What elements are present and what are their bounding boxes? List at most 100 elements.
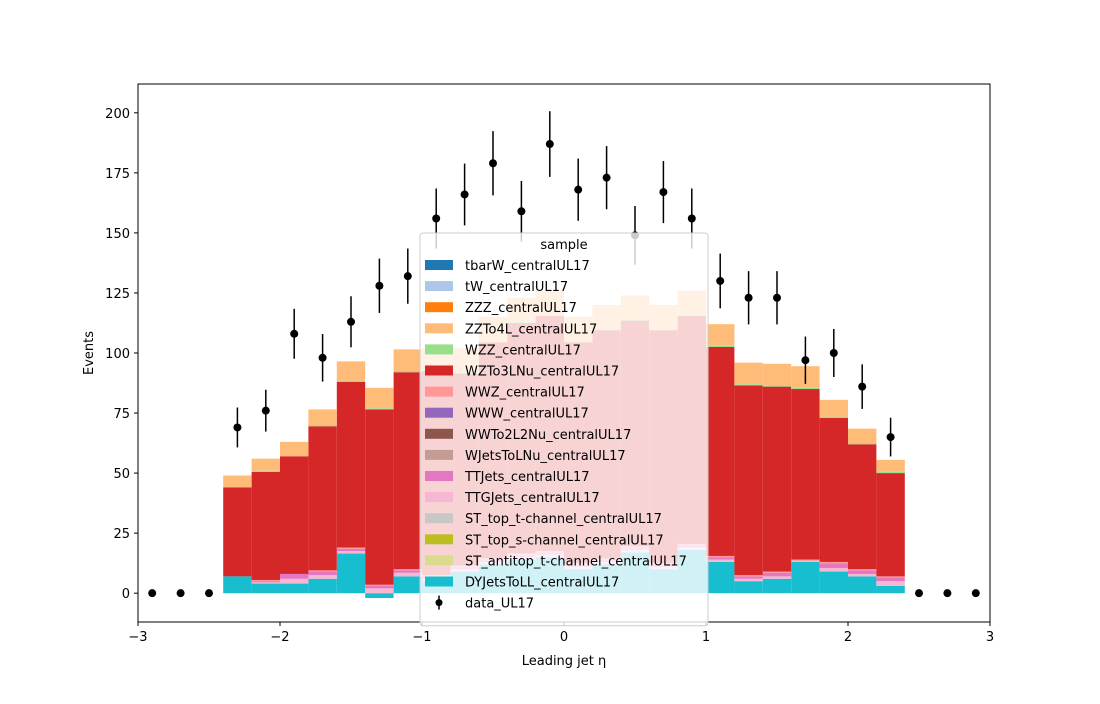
bar-1-3 bbox=[308, 575, 337, 579]
x-tick-label-6: 3 bbox=[986, 630, 994, 645]
legend-swatch-15 bbox=[425, 576, 453, 587]
data-point-2 bbox=[205, 589, 213, 598]
legend-label-6: WWZ_centralUL17 bbox=[465, 386, 585, 401]
bar-2-6 bbox=[393, 570, 422, 573]
data-point-24 bbox=[829, 349, 838, 357]
data-point-21 bbox=[744, 293, 753, 302]
bar-5-1 bbox=[251, 470, 280, 472]
bar-0-21 bbox=[819, 571, 848, 594]
legend-title: sample bbox=[540, 238, 587, 253]
x-axis-label: Leading jet η bbox=[522, 654, 607, 669]
data-point-29 bbox=[971, 589, 980, 598]
bar-6-3 bbox=[308, 409, 337, 426]
bar-3-23 bbox=[876, 576, 905, 578]
bar-2-18 bbox=[734, 576, 763, 579]
data-point-9 bbox=[403, 272, 412, 281]
y-tick-label-2: 50 bbox=[113, 467, 130, 482]
bar-6-18 bbox=[734, 362, 763, 385]
bar-1-22 bbox=[848, 573, 877, 577]
bar-4-4 bbox=[336, 381, 366, 548]
legend-frame bbox=[419, 232, 709, 627]
bar-3-18 bbox=[734, 575, 763, 577]
bar-2-1 bbox=[251, 581, 280, 583]
bar-6-19 bbox=[762, 363, 792, 386]
bar-5-19 bbox=[762, 385, 792, 387]
bar-5-17 bbox=[706, 345, 735, 347]
data-point-18 bbox=[659, 188, 668, 197]
bar-0-17 bbox=[706, 561, 735, 594]
bar-4-22 bbox=[848, 444, 877, 570]
legend-swatch-1 bbox=[425, 281, 453, 292]
bar-4-0 bbox=[223, 487, 252, 577]
data-point-15 bbox=[574, 185, 583, 194]
legend-swatch-14 bbox=[425, 555, 453, 566]
x-tick-label-3: 0 bbox=[560, 630, 568, 645]
legend-swatch-9 bbox=[425, 449, 453, 460]
legend-label-7: WWW_centralUL17 bbox=[465, 407, 589, 422]
bar-6-23 bbox=[876, 459, 905, 472]
legend-label-16: data_UL17 bbox=[465, 597, 534, 612]
bar-5-4 bbox=[336, 380, 366, 382]
bar-0-20 bbox=[791, 561, 820, 594]
legend-swatch-12 bbox=[425, 513, 453, 524]
bar-4-18 bbox=[734, 385, 763, 576]
bar-4-1 bbox=[251, 471, 280, 580]
bar-4-23 bbox=[876, 473, 905, 577]
data-point-28 bbox=[943, 589, 952, 598]
legend-swatch-0 bbox=[425, 260, 453, 270]
bar-1-23 bbox=[876, 581, 905, 586]
bar-5-20 bbox=[791, 387, 820, 390]
data-point-13 bbox=[517, 207, 526, 216]
legend-label-5: WZTo3LNu_centralUL17 bbox=[465, 365, 619, 380]
x-tick-label-2: −1 bbox=[412, 630, 431, 645]
data-point-14 bbox=[545, 140, 554, 149]
bar-5-22 bbox=[848, 443, 877, 445]
bar-2-21 bbox=[819, 563, 848, 568]
data-point-23 bbox=[801, 356, 810, 365]
data-point-5 bbox=[290, 329, 299, 338]
bar-3-17 bbox=[706, 555, 735, 558]
bar-5-3 bbox=[308, 425, 337, 427]
bar-0-2 bbox=[280, 583, 309, 594]
y-tick-label-1: 25 bbox=[113, 527, 130, 542]
bar-0-18 bbox=[734, 581, 763, 594]
bar-0-19 bbox=[762, 578, 792, 594]
bar-1-1 bbox=[251, 582, 280, 584]
bar-5-21 bbox=[819, 416, 848, 418]
data-point-6 bbox=[318, 353, 327, 362]
axes: −3 −2 −1 0 1 2 3 0 25 50 75 100 125 150 175 200 bbox=[105, 83, 994, 645]
bar-0-3 bbox=[308, 578, 337, 594]
legend-label-9: WJetsToLNu_centralUL17 bbox=[465, 449, 626, 464]
bar-4-5 bbox=[365, 409, 394, 585]
x-tick-label-1: −2 bbox=[270, 630, 289, 645]
y-tick-label-6: 150 bbox=[105, 227, 130, 242]
data-point-27 bbox=[915, 589, 923, 598]
legend-swatch-7 bbox=[425, 407, 453, 418]
data-point-7 bbox=[347, 317, 355, 326]
bar-6-1 bbox=[251, 458, 280, 471]
bar-4-17 bbox=[706, 346, 735, 556]
data-point-20 bbox=[716, 276, 725, 285]
bar-0-4 bbox=[336, 553, 366, 594]
legend-label-12: ST_top_t-channel_centralUL17 bbox=[465, 512, 662, 527]
bar-0-22 bbox=[848, 576, 877, 594]
bar-6-5 bbox=[365, 387, 394, 409]
legend-label-11: TTGJets_centralUL17 bbox=[464, 491, 600, 506]
legend-label-3: ZZTo4L_centralUL17 bbox=[465, 322, 597, 337]
legend-swatch-3 bbox=[425, 323, 453, 334]
bar-6-2 bbox=[280, 441, 309, 457]
y-tick-label-8: 200 bbox=[105, 107, 130, 122]
data-point-8 bbox=[375, 281, 384, 290]
data-point-3 bbox=[233, 423, 242, 432]
bar-3-21 bbox=[819, 561, 848, 564]
bar-4-2 bbox=[280, 456, 309, 574]
bar-0-5 bbox=[365, 593, 394, 598]
bar-2-22 bbox=[848, 570, 877, 574]
bar-0-0 bbox=[223, 576, 252, 594]
bar-3-5 bbox=[365, 584, 394, 586]
bar-6-6 bbox=[393, 349, 422, 372]
legend-swatch-11 bbox=[425, 492, 453, 503]
bar-6-22 bbox=[848, 428, 877, 444]
